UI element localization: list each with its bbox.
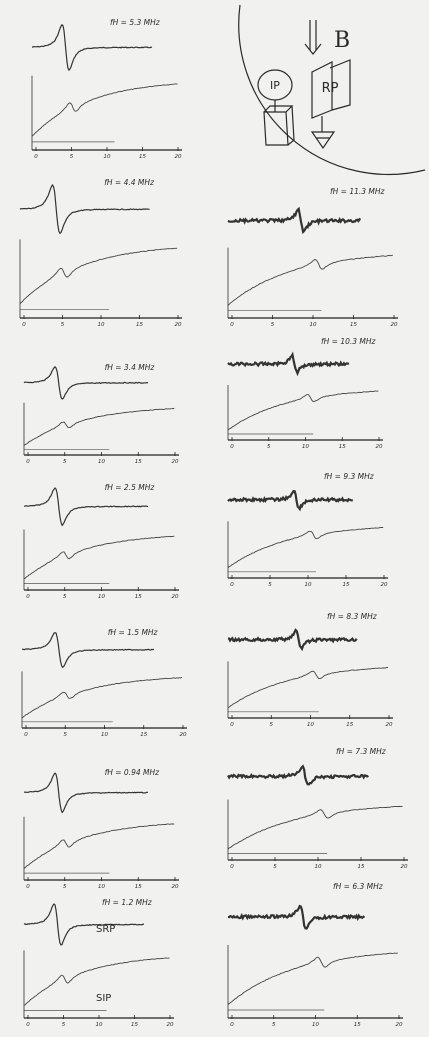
tick-label: 0 [26,459,30,465]
tick-label: 0 [34,154,38,160]
tick-label: 10 [310,322,317,328]
tick-label: 15 [346,722,353,728]
tick-label: 5 [271,322,275,328]
tick-label: 0 [26,594,30,600]
frequency-label: fH = 1.5 MHz [108,628,159,637]
tick-label: 15 [339,444,346,450]
tick-label: 0 [230,582,234,588]
tick-label: 10 [98,459,105,465]
tick-label: 20 [396,1022,403,1028]
tick-label: 15 [139,154,146,160]
tick-label: 20 [175,154,182,160]
tick-label: 10 [98,322,105,328]
frequency-label: fH = 10.3 MHz [321,337,377,346]
tick-label: 0 [230,1022,234,1028]
tick-label: 5 [268,582,272,588]
tick-label: 20 [175,322,182,328]
tick-label: 20 [386,722,393,728]
tick-label: 10 [104,154,111,160]
tick-label: 20 [180,732,187,738]
tick-label: 0 [230,444,234,450]
frequency-label: fH = 9.3 MHz [324,472,375,481]
tick-label: 5 [270,722,274,728]
tick-label: 0 [230,722,234,728]
tick-label: 0 [24,732,28,738]
tick-label: 10 [315,864,322,870]
trace-label: SIP [96,993,111,1004]
tick-label: 5 [62,1022,66,1028]
trace-label: SRP [96,924,115,935]
frequency-label: fH = 0.94 MHz [105,768,161,777]
tick-label: 5 [63,594,67,600]
tick-label: 0 [230,864,234,870]
tick-label: 5 [63,459,67,465]
rp-label: RP [322,81,339,96]
tick-label: 10 [307,722,314,728]
figure: B IP RP 0 5 10 15 20 fH = 5.3 MHz 0 5 10 15 20 fH =… [0,0,429,1033]
tick-label: 15 [136,322,143,328]
frequency-label: fH = 4.4 MHz [104,178,155,187]
tick-label: 5 [61,322,65,328]
tick-label: 20 [172,884,179,890]
tick-label: 15 [131,1022,138,1028]
tick-label: 0 [26,884,30,890]
tick-label: 10 [302,444,309,450]
tick-label: 5 [63,884,67,890]
tick-label: 5 [64,732,68,738]
frequency-label: fH = 1.2 MHz [102,898,153,907]
frequency-label: fH = 2.5 MHz [105,483,156,492]
tick-label: 20 [172,459,179,465]
tick-label: 20 [381,582,388,588]
tick-label: 20 [401,864,408,870]
frequency-label: fH = 5.3 MHz [110,18,161,27]
tick-label: 10 [98,884,105,890]
tick-label: 10 [305,582,312,588]
tick-label: 20 [376,444,383,450]
tick-label: 10 [96,1022,103,1028]
tick-label: 5 [267,444,271,450]
frequency-label: fH = 3.4 MHz [105,363,156,372]
tick-label: 15 [140,732,147,738]
tick-label: 15 [135,459,142,465]
tick-label: 0 [26,1022,30,1028]
tick-label: 5 [272,1022,276,1028]
tick-label: 10 [101,732,108,738]
tick-label: 15 [135,594,142,600]
frequency-label: fH = 7.3 MHz [336,747,387,756]
tick-label: 15 [343,582,350,588]
frequency-label: fH = 6.3 MHz [333,882,384,891]
tick-label: 0 [22,322,26,328]
frequency-label: fH = 8.3 MHz [327,612,378,621]
tick-label: 5 [70,154,74,160]
tick-label: 20 [172,594,179,600]
ip-label: IP [270,79,280,92]
tick-label: 5 [273,864,277,870]
tick-label: 15 [350,322,357,328]
tick-label: 15 [135,884,142,890]
field-label: B [334,28,350,53]
tick-label: 10 [98,594,105,600]
tick-label: 20 [167,1022,174,1028]
tick-label: 15 [354,1022,361,1028]
frequency-label: fH = 11.3 MHz [330,187,386,196]
tick-label: 20 [391,322,398,328]
tick-label: 10 [312,1022,319,1028]
tick-label: 0 [230,322,234,328]
tick-label: 15 [358,864,365,870]
